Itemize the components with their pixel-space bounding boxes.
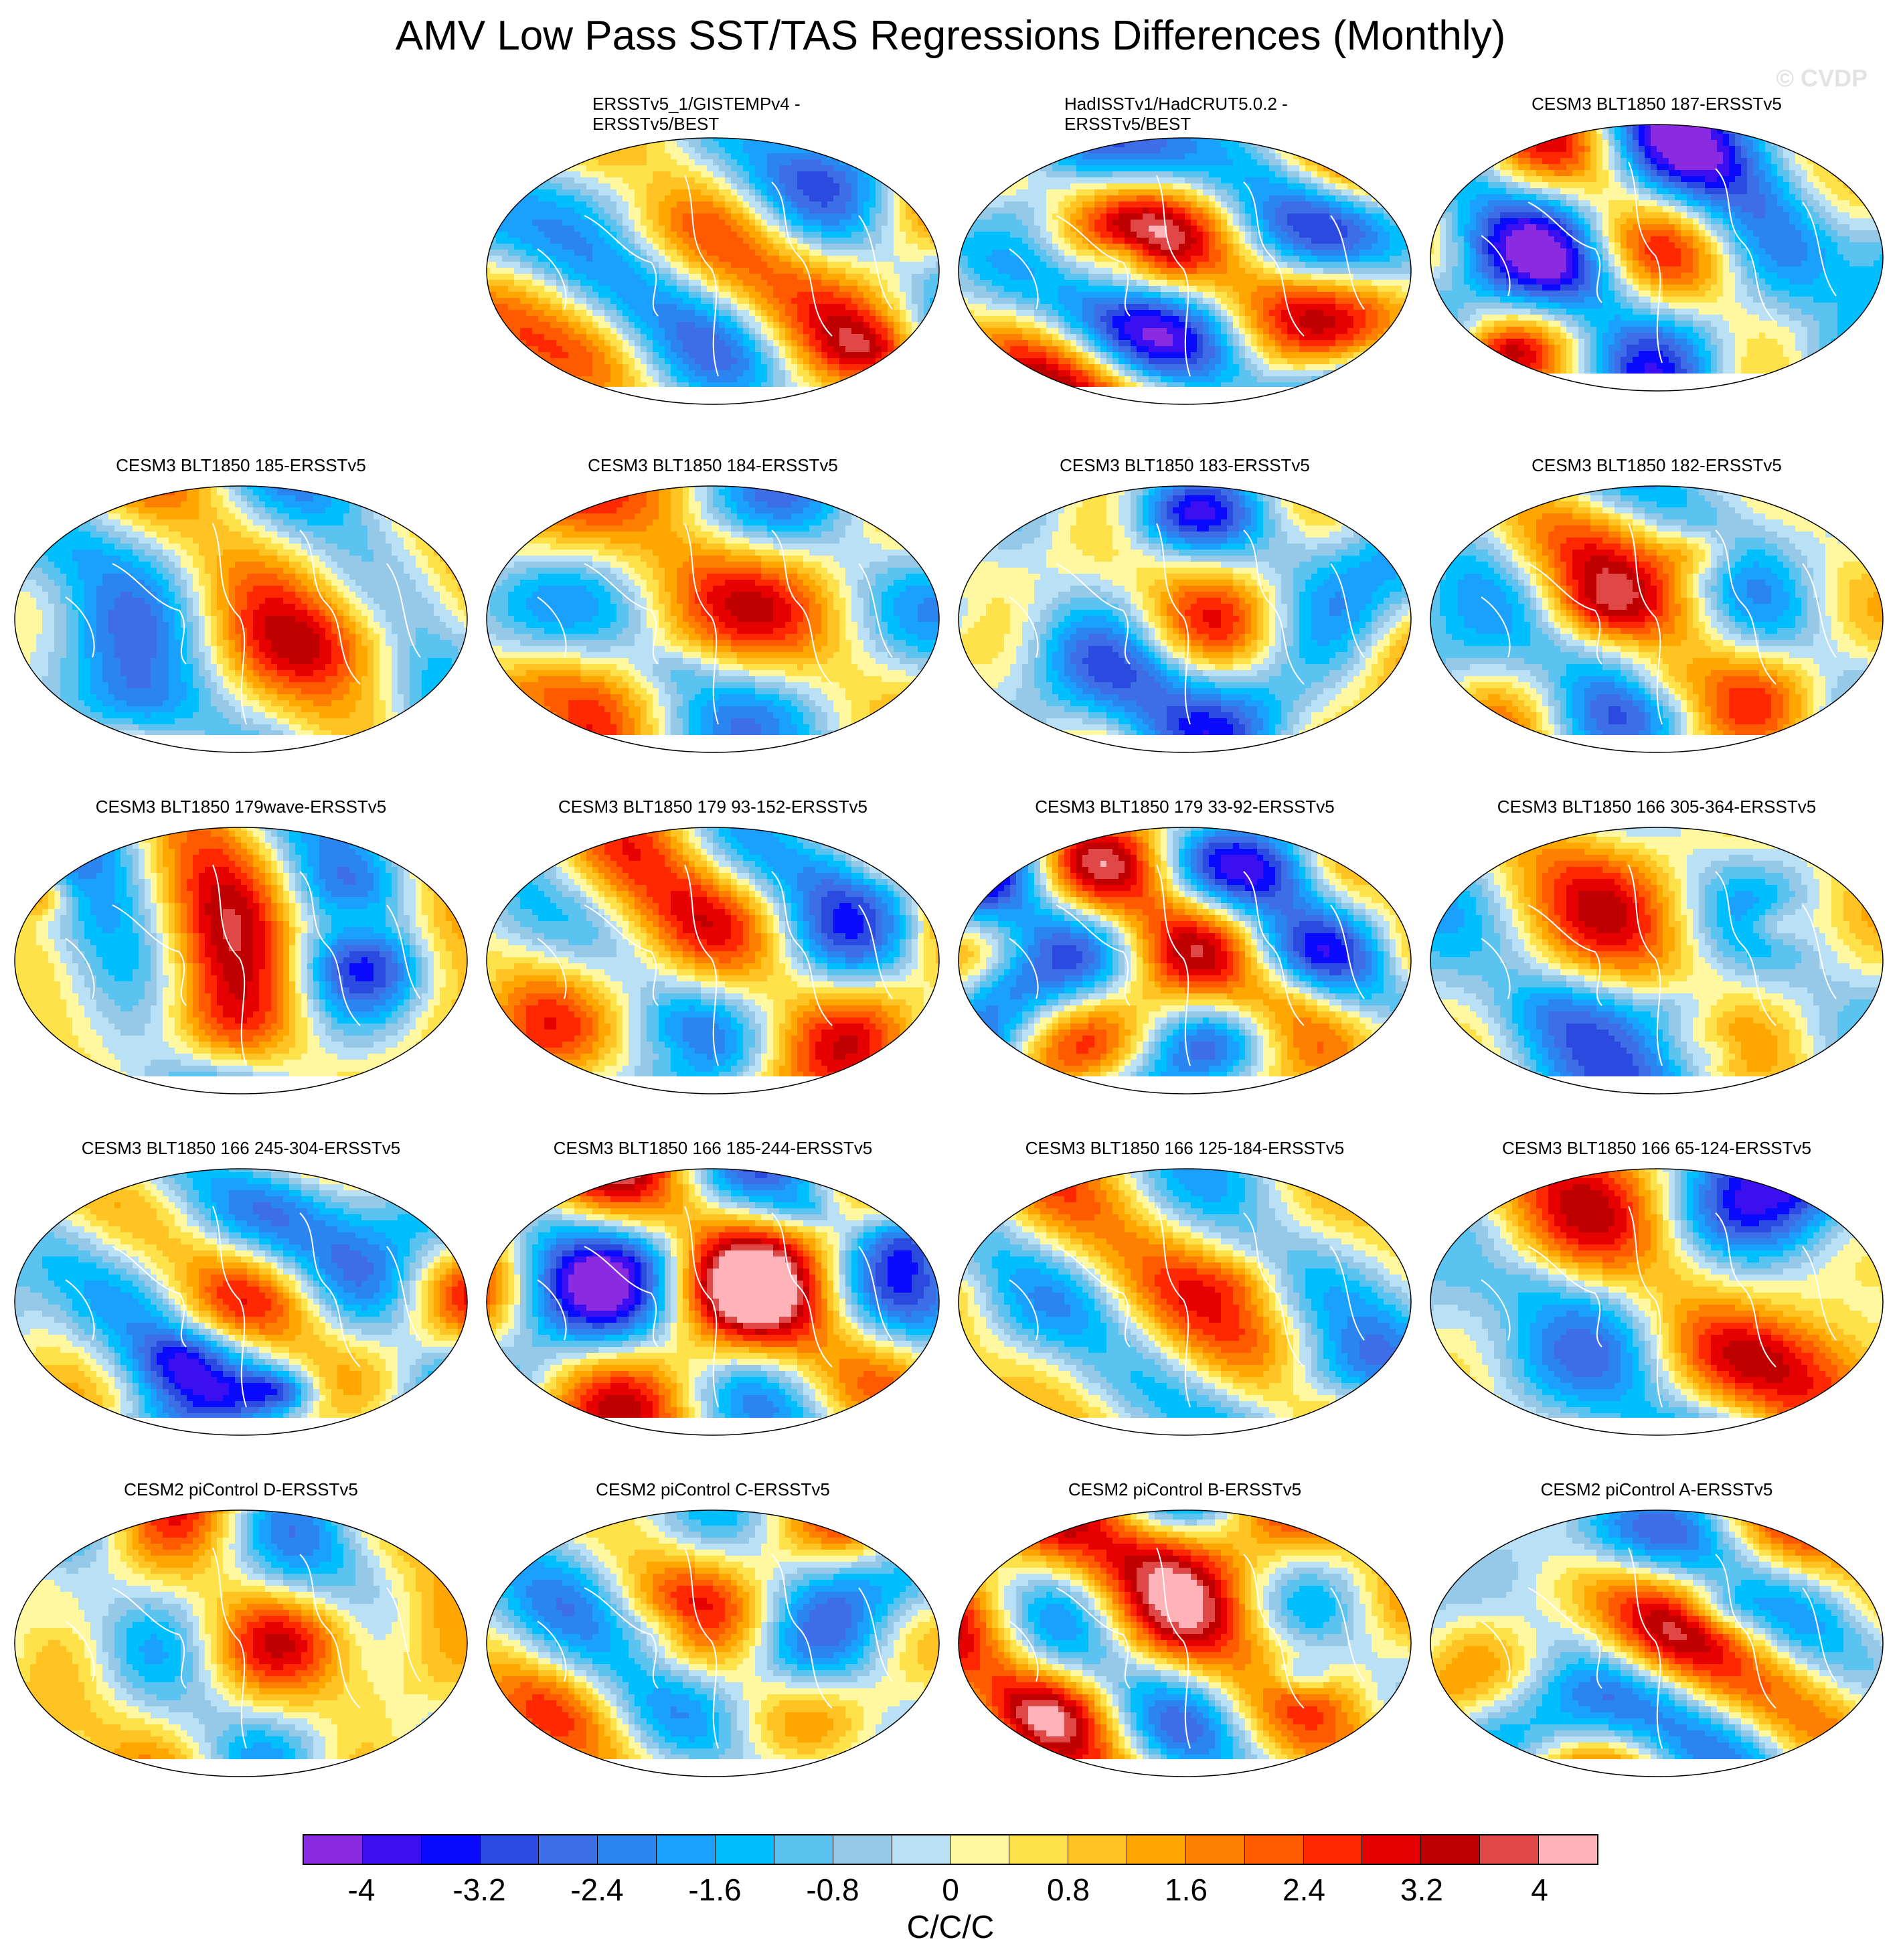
colorbar-cell	[1480, 1835, 1540, 1864]
map-panel: ERSSTv5_1/GISTEMPv4 - ERSSTv5/BEST	[479, 94, 947, 415]
colorbar-cell	[1539, 1835, 1597, 1864]
map-panel: CESM3 BLT1850 166 245-304-ERSSTv5	[7, 1138, 475, 1459]
page-title: AMV Low Pass SST/TAS Regressions Differe…	[0, 12, 1901, 60]
robinson-map	[958, 137, 1412, 405]
colorbar-cell	[421, 1835, 481, 1864]
map-panel: CESM3 BLT1850 166 185-244-ERSSTv5	[479, 1138, 947, 1459]
colorbar-tick-label: 3.2	[1400, 1872, 1443, 1908]
map-panel: CESM3 BLT1850 187-ERSSTv5	[1422, 94, 1891, 415]
map-panel-title: CESM3 BLT1850 166 125-184-ERSSTv5	[951, 1138, 1419, 1158]
robinson-map	[486, 1168, 940, 1436]
map-panel-title: CESM3 BLT1850 179 33-92-ERSSTv5	[951, 797, 1419, 817]
robinson-map	[1430, 485, 1884, 753]
map-grid: ERSSTv5_1/GISTEMPv4 - ERSSTv5/BEST HadISST…	[7, 94, 1891, 1801]
map-panel: CESM2 piControl D-ERSSTv5	[7, 1479, 475, 1801]
colorbar-cell	[833, 1835, 892, 1864]
colorbar-cell	[892, 1835, 951, 1864]
colorbar-cell	[480, 1835, 540, 1864]
robinson-map	[958, 1509, 1412, 1777]
map-panel: CESM2 piControl A-ERSSTv5	[1422, 1479, 1891, 1801]
map-panel-title: CESM3 BLT1850 182-ERSSTv5	[1422, 455, 1891, 475]
robinson-map	[1430, 124, 1884, 392]
map-panel-title: CESM2 piControl A-ERSSTv5	[1422, 1479, 1891, 1499]
robinson-map	[14, 1509, 468, 1777]
robinson-map	[486, 1509, 940, 1777]
map-panel: CESM2 piControl C-ERSSTv5	[479, 1479, 947, 1801]
colorbar-cell	[1185, 1835, 1245, 1864]
robinson-map	[1430, 1168, 1884, 1436]
map-panel-title: CESM3 BLT1850 183-ERSSTv5	[951, 455, 1419, 475]
robinson-map	[958, 1168, 1412, 1436]
robinson-map	[1430, 827, 1884, 1094]
map-panel: CESM3 BLT1850 179wave-ERSSTv5	[7, 797, 475, 1118]
colorbar-cell	[598, 1835, 657, 1864]
map-panel: CESM3 BLT1850 166 305-364-ERSSTv5	[1422, 797, 1891, 1118]
map-panel-title: CESM3 BLT1850 166 305-364-ERSSTv5	[1422, 797, 1891, 817]
map-panel-title: CESM2 piControl D-ERSSTv5	[7, 1479, 475, 1499]
map-panel-title: CESM3 BLT1850 187-ERSSTv5	[1422, 94, 1891, 114]
colorbar-cell	[1009, 1835, 1069, 1864]
colorbar-cell	[716, 1835, 774, 1864]
colorbar-cell	[1244, 1835, 1304, 1864]
colorbar-cell	[657, 1835, 716, 1864]
colorbar-cell	[539, 1835, 598, 1864]
map-panel-title: CESM3 BLT1850 179wave-ERSSTv5	[7, 797, 475, 817]
colorbar-cell	[304, 1835, 363, 1864]
colorbar-units: C/C/C	[0, 1909, 1901, 1946]
map-panel-title: CESM2 piControl B-ERSSTv5	[951, 1479, 1419, 1499]
colorbar-cell	[1303, 1835, 1363, 1864]
colorbar-tick-label: 0.8	[1047, 1872, 1090, 1908]
robinson-map	[486, 827, 940, 1094]
map-panel-title: HadISSTv1/HadCRUT5.0.2 - ERSSTv5/BEST	[1064, 94, 1412, 134]
colorbar	[303, 1834, 1598, 1865]
colorbar-tick-label: 0	[942, 1872, 959, 1908]
map-panel-title: CESM2 piControl C-ERSSTv5	[479, 1479, 947, 1499]
robinson-map	[1430, 1509, 1884, 1777]
colorbar-tick-label: 4	[1531, 1872, 1548, 1908]
map-panel: CESM3 BLT1850 179 33-92-ERSSTv5	[951, 797, 1419, 1118]
colorbar-tick-label: 1.6	[1165, 1872, 1208, 1908]
colorbar-tick-label: -4	[348, 1872, 376, 1908]
map-panel: CESM3 BLT1850 166 65-124-ERSSTv5	[1422, 1138, 1891, 1459]
map-panel: CESM3 BLT1850 184-ERSSTv5	[479, 455, 947, 777]
map-panel-title: CESM3 BLT1850 179 93-152-ERSSTv5	[479, 797, 947, 817]
colorbar-tick-label: 2.4	[1283, 1872, 1325, 1908]
colorbar-cell	[1362, 1835, 1422, 1864]
robinson-map	[958, 827, 1412, 1094]
map-panel: CESM3 BLT1850 183-ERSSTv5	[951, 455, 1419, 777]
robinson-map	[14, 1168, 468, 1436]
map-panel: HadISSTv1/HadCRUT5.0.2 - ERSSTv5/BEST	[951, 94, 1419, 415]
robinson-map	[486, 137, 940, 405]
robinson-map	[958, 485, 1412, 753]
colorbar-cell	[1421, 1835, 1481, 1864]
robinson-map	[14, 827, 468, 1094]
map-panel: CESM2 piControl B-ERSSTv5	[951, 1479, 1419, 1801]
watermark: © CVDP	[1776, 64, 1868, 92]
map-panel-title: CESM3 BLT1850 184-ERSSTv5	[479, 455, 947, 475]
robinson-map	[14, 485, 468, 753]
map-panel-title: ERSSTv5_1/GISTEMPv4 - ERSSTv5/BEST	[592, 94, 940, 134]
colorbar-cell	[1068, 1835, 1128, 1864]
colorbar-cell	[774, 1835, 833, 1864]
colorbar-tick-label: -2.4	[570, 1872, 623, 1908]
map-panel: CESM3 BLT1850 185-ERSSTv5	[7, 455, 475, 777]
map-panel-title: CESM3 BLT1850 166 185-244-ERSSTv5	[479, 1138, 947, 1158]
colorbar-cell	[362, 1835, 422, 1864]
colorbar-tick-label: -1.6	[688, 1872, 741, 1908]
map-panel: CESM3 BLT1850 166 125-184-ERSSTv5	[951, 1138, 1419, 1459]
map-panel-title: CESM3 BLT1850 185-ERSSTv5	[7, 455, 475, 475]
map-panel-title: CESM3 BLT1850 166 245-304-ERSSTv5	[7, 1138, 475, 1158]
colorbar-tick-label: -3.2	[452, 1872, 505, 1908]
robinson-map	[486, 485, 940, 753]
map-panel-title: CESM3 BLT1850 166 65-124-ERSSTv5	[1422, 1138, 1891, 1158]
map-panel: CESM3 BLT1850 179 93-152-ERSSTv5	[479, 797, 947, 1118]
map-panel: CESM3 BLT1850 182-ERSSTv5	[1422, 455, 1891, 777]
colorbar-labels: -4 -3.2 -2.4 -1.6 -0.8 0 0.8 1.6 2.4 3.2 4	[303, 1872, 1598, 1912]
colorbar-tick-label: -0.8	[806, 1872, 859, 1908]
colorbar-cell	[1127, 1835, 1186, 1864]
colorbar-cell	[951, 1835, 1010, 1864]
